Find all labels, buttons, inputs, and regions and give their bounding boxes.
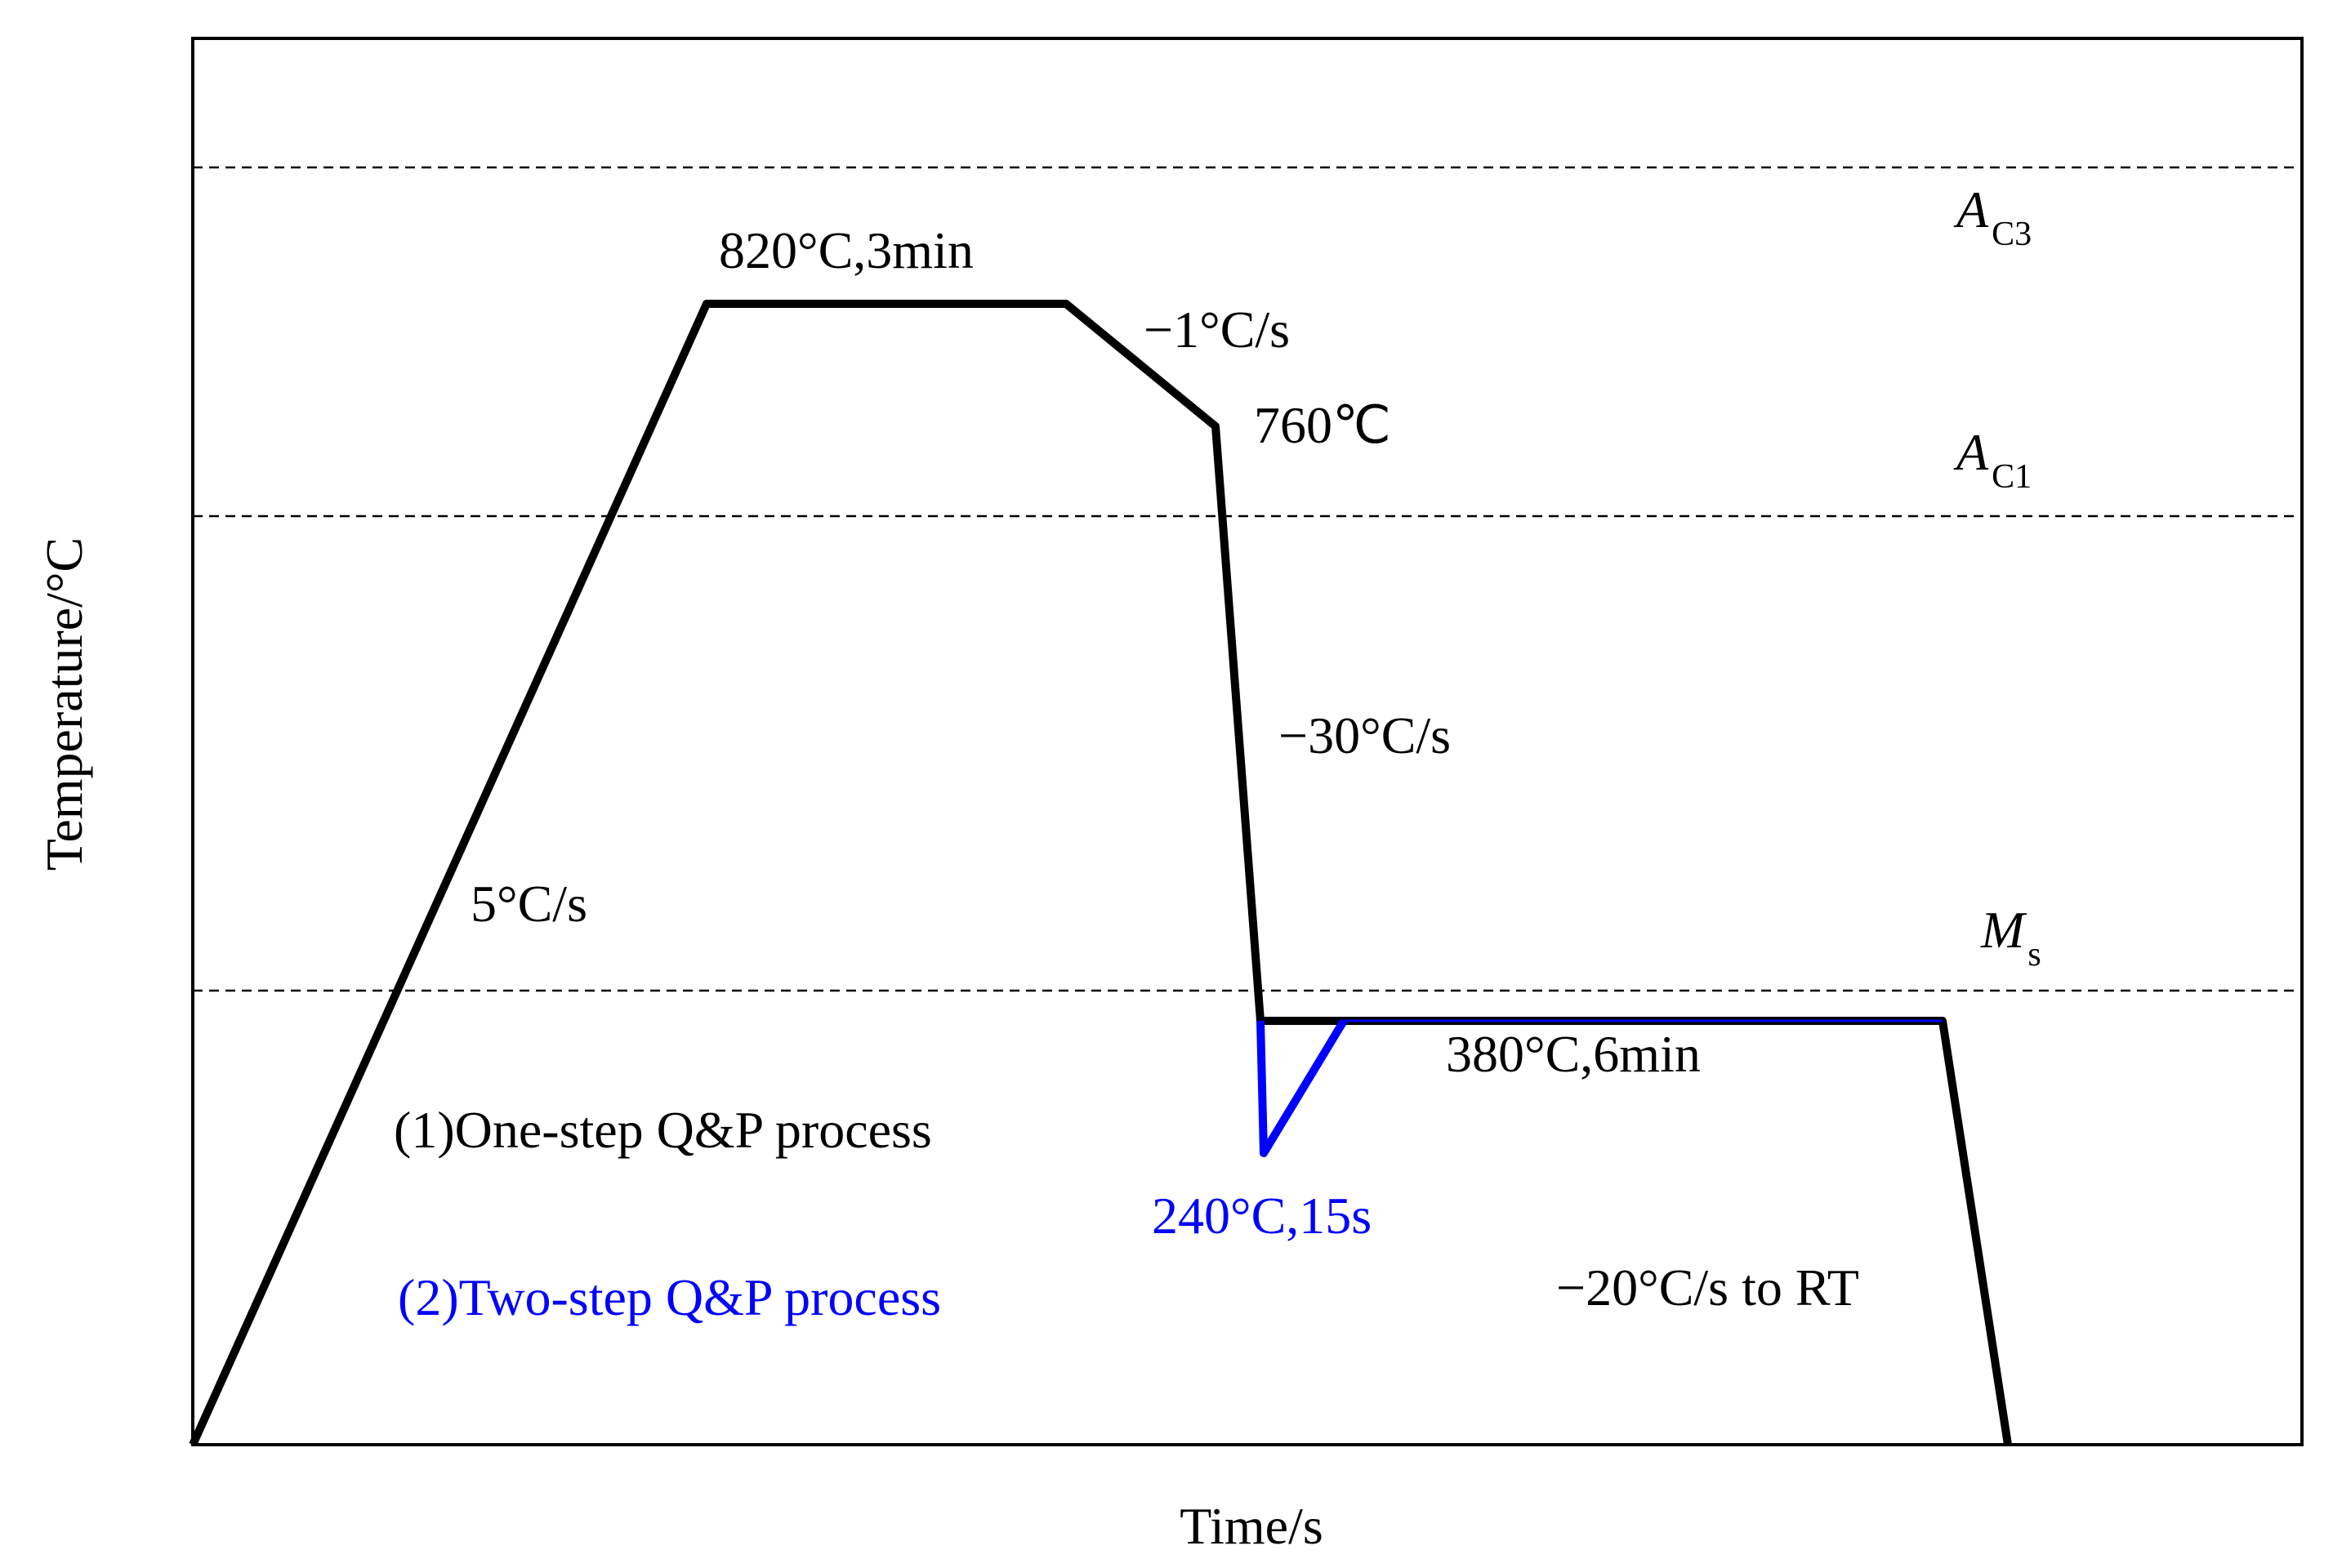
y-axis-label: Temperature/°C: [35, 537, 93, 871]
ms-sub: s: [2027, 936, 2041, 973]
two-step-quench-label: 240°C,15s: [1152, 1187, 1372, 1245]
quench-rate-label: −30°C/s: [1278, 706, 1451, 764]
ac3-label: AC3: [1953, 180, 2032, 253]
heating-rate-label: 5°C/s: [471, 875, 587, 933]
ac1-sub: C1: [1992, 458, 2032, 496]
final-cool-label: −20°C/s to RT: [1556, 1258, 1859, 1316]
plot-frame: [191, 37, 2304, 1446]
legend-one-step: (1)One-step Q&P process: [394, 1101, 932, 1159]
ms-main: M: [1980, 901, 2027, 959]
two-step-process-curve: [1256, 1018, 1348, 1157]
ac3-sub: C3: [1992, 216, 2032, 253]
austenitize-label: 820°C,3min: [719, 221, 974, 279]
ac1-label: AC1: [1953, 423, 2032, 496]
intercritical-temp-label: 760℃: [1254, 396, 1391, 454]
legend-two-step: (2)Two-step Q&P process: [398, 1268, 941, 1326]
ms-label: Ms: [1980, 901, 2041, 973]
ac1-main: A: [1953, 423, 1989, 481]
ac3-main: A: [1953, 180, 1989, 238]
x-axis-label: Time/s: [1180, 1497, 1323, 1555]
slow-cool-rate-label: −1°C/s: [1144, 301, 1290, 359]
partition-label: 380°C,6min: [1446, 1025, 1701, 1083]
